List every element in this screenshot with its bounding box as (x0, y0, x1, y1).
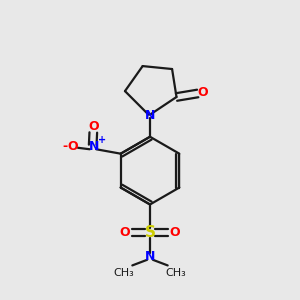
Text: N: N (145, 250, 155, 263)
Text: CH₃: CH₃ (114, 268, 134, 278)
Text: S: S (145, 225, 155, 240)
Text: N: N (145, 109, 155, 122)
Text: O: O (170, 226, 180, 239)
Text: O: O (67, 140, 78, 152)
Text: O: O (120, 226, 130, 239)
Text: -: - (62, 140, 67, 152)
Text: CH₃: CH₃ (166, 268, 186, 278)
Text: O: O (88, 120, 99, 133)
Text: N: N (89, 140, 99, 153)
Text: +: + (98, 135, 106, 146)
Text: O: O (197, 86, 208, 99)
